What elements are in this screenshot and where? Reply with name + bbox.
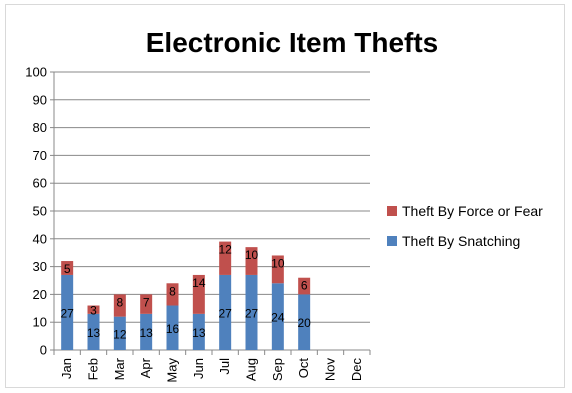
x-tick-label: Oct — [296, 358, 311, 379]
bar-segment — [271, 283, 284, 350]
data-label: 6 — [301, 279, 308, 293]
y-tick-label: 60 — [33, 176, 47, 191]
data-label: 20 — [297, 316, 311, 330]
data-label: 27 — [245, 306, 259, 320]
y-tick-label: 30 — [33, 259, 47, 274]
bar-segment — [298, 277, 311, 295]
bar-segment — [298, 294, 311, 350]
data-labels: 27 5 13 3 12 8 13 7 16 8 13 14 27 12 27 10 24 10 20 6 — [60, 243, 311, 342]
data-label: 8 — [169, 284, 176, 298]
data-label: 3 — [90, 304, 97, 318]
y-tick-label: 90 — [33, 92, 47, 107]
x-tick-label: Dec — [349, 358, 364, 382]
x-tick-label: Apr — [138, 357, 153, 378]
x-tick-label: Aug — [244, 358, 259, 381]
y-tick-label: 0 — [40, 343, 47, 358]
data-label: 10 — [271, 256, 285, 270]
data-label: 13 — [192, 326, 206, 340]
data-label: 27 — [60, 306, 74, 320]
x-tick-label: Sep — [270, 358, 285, 381]
y-tick-label: 100 — [25, 65, 47, 80]
data-label: 7 — [143, 295, 150, 309]
y-tick-label: 80 — [33, 120, 47, 135]
bar-segment — [140, 294, 153, 314]
x-tick-label: May — [165, 358, 180, 383]
gridlines — [54, 71, 370, 323]
data-label: 8 — [116, 295, 123, 309]
axes: 0 10 20 30 40 50 60 70 80 90 100 Jan Feb Mar Apr May Jun… — [25, 65, 371, 383]
legend-label: Theft By Snatching — [402, 233, 520, 249]
bar-segment — [87, 305, 100, 314]
bar-segment — [271, 255, 284, 284]
data-label: 5 — [64, 262, 71, 276]
bar-segment — [87, 313, 100, 350]
bar-segment — [166, 305, 179, 350]
bar-segment — [140, 313, 153, 350]
bar-segment — [192, 313, 205, 350]
y-tick-label: 40 — [33, 231, 47, 246]
x-tick-label: Jun — [191, 358, 206, 379]
bar-segment — [192, 274, 205, 314]
data-label: 14 — [192, 276, 206, 290]
bar-segment — [245, 247, 258, 275]
x-tick-label: Nov — [323, 358, 338, 382]
legend-swatch — [387, 206, 397, 216]
bar-segment — [219, 241, 232, 275]
x-tick-label: Jan — [59, 358, 74, 379]
bar-segment — [113, 294, 126, 317]
y-tick-label: 50 — [33, 204, 47, 219]
data-label: 12 — [218, 243, 232, 257]
legend: Theft By Force or Fear Theft By Snatching — [387, 203, 543, 249]
x-tick-label: Mar — [112, 357, 127, 380]
x-tick-label: Feb — [86, 358, 101, 380]
data-label: 24 — [271, 311, 285, 325]
data-label: 13 — [87, 326, 101, 340]
chart-title: Electronic Item Thefts — [146, 27, 439, 58]
bar-segment — [113, 316, 126, 350]
bar-segment — [245, 274, 258, 350]
bars — [61, 241, 311, 350]
data-label: 27 — [218, 306, 232, 320]
bar-segment — [61, 261, 74, 275]
bar-segment — [219, 274, 232, 350]
legend-label: Theft By Force or Fear — [402, 203, 543, 219]
data-label: 12 — [113, 327, 127, 341]
y-tick-label: 10 — [33, 315, 47, 330]
x-tick-label: Jul — [217, 358, 232, 375]
legend-swatch — [387, 236, 397, 246]
bar-segment — [61, 274, 74, 350]
data-label: 16 — [166, 322, 180, 336]
data-label: 13 — [139, 326, 153, 340]
y-tick-label: 70 — [33, 148, 47, 163]
y-tick-label: 20 — [33, 287, 47, 302]
bar-segment — [166, 283, 179, 306]
data-label: 10 — [245, 248, 259, 262]
